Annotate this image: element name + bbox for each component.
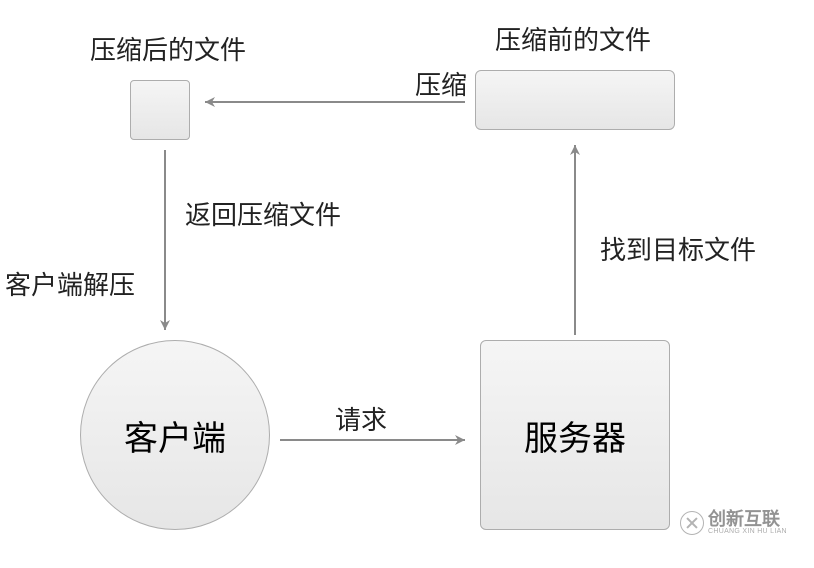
edge-label-request: 请求 bbox=[335, 400, 387, 437]
watermark-icon bbox=[680, 511, 704, 535]
label-client-decompress: 客户端解压 bbox=[5, 265, 135, 302]
edge-label-find-file: 找到目标文件 bbox=[600, 230, 756, 267]
diagram-canvas: 客户端 服务器 压缩后的文件 压缩前的文件 请求 找到目标文件 压缩 返回压缩文… bbox=[0, 0, 814, 568]
edge-label-return-file: 返回压缩文件 bbox=[185, 195, 341, 232]
node-compressed-file bbox=[130, 80, 190, 140]
node-server-label: 服务器 bbox=[524, 411, 626, 460]
title-compressed-file: 压缩后的文件 bbox=[90, 30, 246, 67]
edge-label-compress: 压缩 bbox=[415, 65, 467, 102]
node-client-label: 客户端 bbox=[124, 411, 226, 460]
watermark-main: 创新互联 bbox=[708, 510, 787, 528]
watermark: 创新互联 CHUANG XIN HU LIAN bbox=[680, 510, 787, 535]
node-client: 客户端 bbox=[80, 340, 270, 530]
title-original-file: 压缩前的文件 bbox=[495, 20, 651, 57]
watermark-sub: CHUANG XIN HU LIAN bbox=[708, 528, 787, 535]
node-original-file bbox=[475, 70, 675, 130]
node-server: 服务器 bbox=[480, 340, 670, 530]
